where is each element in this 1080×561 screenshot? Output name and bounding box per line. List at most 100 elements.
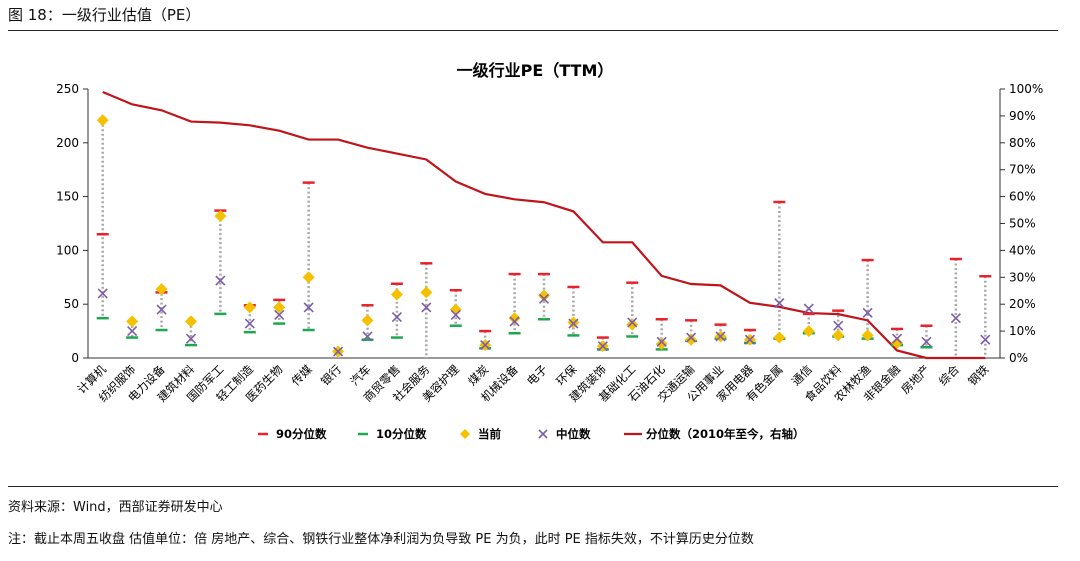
current-marker (802, 325, 815, 338)
current-marker (538, 289, 550, 302)
median-stroke (450, 309, 461, 321)
category-label: 传媒 (289, 362, 316, 389)
median-stroke (303, 302, 314, 313)
median-stroke (980, 334, 991, 345)
bottom-divider (8, 486, 1058, 487)
current-marker (155, 283, 168, 296)
median-stroke (803, 303, 814, 314)
category-label: 银行 (318, 362, 344, 388)
median-stroke (950, 313, 961, 324)
legend-item: 10分位数 (358, 427, 427, 441)
y-tick-label-right: 50% (1009, 217, 1036, 231)
median-stroke (362, 331, 373, 342)
figure-title: 图 18：一级行业估值（PE） (8, 6, 201, 24)
legend-item: 当前 (460, 427, 501, 441)
median-stroke (332, 346, 344, 357)
y-tick-label-left: 100 (56, 243, 79, 257)
footnote: 注：截止本周五收盘 估值单位：倍 房地产、综合、钢铁行业整体净利润为负导致 PE… (8, 532, 754, 547)
median-marker (156, 304, 167, 315)
median-marker (303, 302, 314, 313)
median-marker (597, 341, 608, 352)
y-tick-label-left: 0 (71, 351, 79, 365)
current-marker (626, 318, 639, 331)
median-stroke (627, 317, 638, 328)
median-marker (627, 317, 638, 328)
legend-item: 中位数 (538, 427, 591, 441)
median-marker (656, 336, 667, 347)
current-marker (773, 331, 786, 344)
chart-legend: 90分位数 10分位数 当前 中位数 分位数（2010年至今，右轴） (258, 427, 805, 441)
current-marker (420, 286, 433, 299)
current-marker (361, 314, 374, 327)
current-marker (655, 338, 668, 351)
y-tick-label-left: 50 (64, 297, 79, 311)
current-marker (273, 301, 286, 314)
median-stroke (215, 275, 226, 286)
median-marker (450, 309, 461, 321)
median-stroke (744, 334, 756, 345)
chart-labels: 0 50 100 150 200 250 0% 10% 20% 30% 40% 50% 60% 70% 80… (56, 82, 1043, 405)
legend-item: 90分位数 (258, 427, 327, 441)
median-stroke (421, 302, 432, 313)
category-label: 房地产 (898, 362, 932, 396)
y-tick-label-right: 100% (1009, 82, 1043, 96)
median-stroke (538, 293, 550, 304)
legend-label: 90分位数 (276, 427, 327, 441)
median-marker (921, 336, 932, 347)
y-tick-label-right: 90% (1009, 109, 1036, 123)
median-marker (185, 333, 197, 344)
source-note: 资料来源：Wind，西部证券研发中心 (8, 500, 223, 515)
median-marker (950, 313, 961, 324)
median-marker (686, 332, 697, 343)
current-marker (832, 329, 845, 342)
chart-axes (83, 88, 1005, 359)
y-tick-label-right: 0% (1009, 351, 1028, 365)
median-marker (774, 298, 785, 309)
percentile-line (102, 90, 986, 360)
category-label: 电子 (524, 362, 550, 388)
median-marker (480, 340, 491, 351)
legend-label: 中位数 (556, 427, 591, 441)
median-stroke (185, 333, 197, 344)
y-tick-label-right: 20% (1009, 297, 1036, 311)
median-marker (97, 288, 108, 299)
median-marker (891, 333, 903, 344)
median-marker (391, 312, 402, 323)
current-marker (861, 329, 874, 342)
median-marker (980, 334, 991, 345)
median-marker (862, 307, 873, 318)
y-tick-label-left: 200 (56, 136, 79, 150)
y-tick-label-right: 70% (1009, 163, 1036, 177)
category-label: 综合 (936, 362, 963, 389)
median-marker (332, 346, 344, 357)
median-stroke (97, 288, 108, 299)
median-marker (803, 303, 814, 314)
median-stroke (656, 336, 667, 347)
legend-label: 分位数（2010年至今，右轴） (646, 427, 805, 441)
legend-swatch (460, 429, 470, 439)
current-marker (685, 333, 698, 346)
legend-swatch (538, 429, 548, 439)
chart-title: 一级行业PE（TTM） (457, 61, 614, 80)
median-stroke (597, 341, 608, 352)
y-tick-label-right: 40% (1009, 243, 1036, 257)
median-stroke (891, 333, 903, 344)
legend-label: 当前 (478, 427, 501, 441)
current-marker (449, 303, 462, 316)
current-marker (302, 271, 315, 284)
current-marker (891, 336, 904, 349)
y-tick-label-left: 250 (56, 82, 79, 96)
legend-label: 10分位数 (376, 427, 427, 441)
median-marker (362, 331, 373, 342)
median-marker (568, 318, 579, 329)
y-tick-label-left: 150 (56, 190, 79, 204)
top-divider (8, 30, 1058, 31)
median-stroke (244, 318, 255, 329)
median-stroke (127, 326, 138, 337)
median-stroke (509, 316, 520, 327)
current-marker (243, 301, 256, 314)
chart-marks (96, 90, 992, 360)
y-tick-label-right: 30% (1009, 270, 1036, 284)
median-stroke (862, 307, 873, 318)
y-tick-label-right: 80% (1009, 136, 1036, 150)
